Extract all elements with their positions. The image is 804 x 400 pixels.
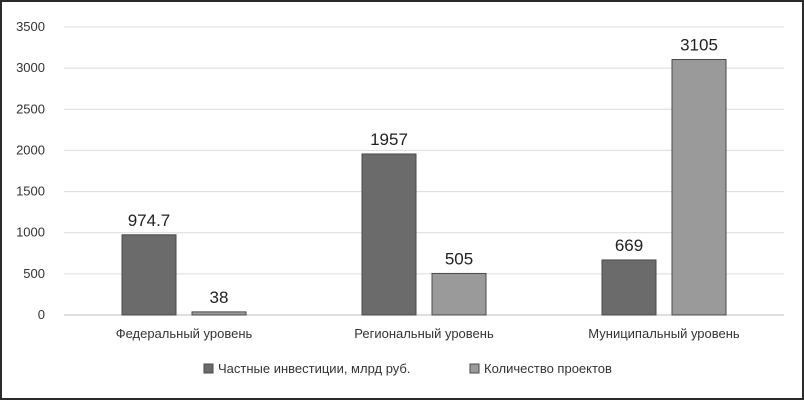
y-tick-label: 1000 xyxy=(16,225,45,240)
data-label: 3105 xyxy=(680,36,718,55)
bar xyxy=(191,311,247,316)
data-label: 38 xyxy=(210,288,229,307)
bar xyxy=(361,153,417,316)
bar xyxy=(601,259,657,316)
y-tick-label: 3500 xyxy=(16,19,45,34)
legend-label: Частные инвестиции, млрд руб. xyxy=(218,361,411,376)
y-tick-label: 3000 xyxy=(16,60,45,75)
legend-label: Количество проектов xyxy=(484,361,612,376)
bar xyxy=(431,272,487,316)
data-label: 1957 xyxy=(370,130,408,149)
legend-swatch xyxy=(203,363,214,374)
y-tick-label: 1500 xyxy=(16,184,45,199)
bar xyxy=(121,234,177,316)
bar xyxy=(671,59,727,316)
data-label: 505 xyxy=(445,249,473,268)
y-tick-label: 0 xyxy=(38,307,45,322)
x-tick-label: Федеральный уровень xyxy=(116,326,253,341)
y-tick-label: 2000 xyxy=(16,142,45,157)
legend-swatch xyxy=(469,363,480,374)
y-tick-label: 500 xyxy=(23,266,45,281)
data-label: 669 xyxy=(615,236,643,255)
x-tick-label: Муниципальный уровень xyxy=(588,326,740,341)
y-tick-label: 2500 xyxy=(16,101,45,116)
x-tick-label: Региональный уровень xyxy=(354,326,494,341)
data-label: 974.7 xyxy=(128,211,171,230)
